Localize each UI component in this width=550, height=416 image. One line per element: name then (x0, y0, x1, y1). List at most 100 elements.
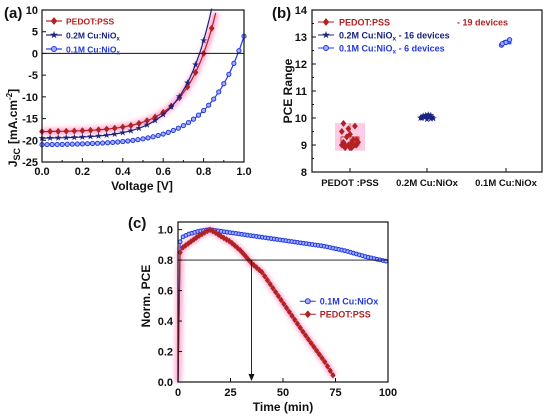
chart-a-xlabel: Voltage [V] (111, 179, 173, 193)
chart-a-point (54, 134, 62, 141)
chart-c-point (311, 343, 317, 351)
chart-a-point (105, 140, 111, 146)
chart-a-point (115, 139, 121, 145)
chart-c-series (177, 226, 389, 383)
chart-a-point (111, 130, 119, 138)
chart-a-point (62, 133, 70, 141)
chart-b-legend-note: - 6 devices (396, 44, 445, 54)
chart-c-point (308, 339, 314, 347)
chart-a-point (200, 36, 208, 44)
chart-b: 8 9 10 11 12 13 14 PEDOT :PSS 0.2M Cu:NiOx 0.1M C… (281, 5, 543, 189)
chart-a-point (145, 135, 151, 141)
chart-b-legend-note: - 16 devices (396, 31, 450, 41)
chart-b-legend: PEDOT:PSS - 19 devices 0.2M Cu:NiOx - 16 d… (318, 18, 508, 56)
chart-c-highlight (174, 225, 337, 383)
chart-b-ytick-label: 8 (301, 167, 307, 179)
chart-a-point (69, 141, 75, 147)
chart-a-ylabel-unit: [mA.cm (6, 100, 20, 144)
chart-a-point (89, 140, 96, 147)
chart-a-point (192, 68, 199, 77)
chart-a-ylabel-close: ] (6, 89, 20, 93)
panel-label-b: (b) (272, 5, 291, 22)
chart-b-point (418, 113, 426, 121)
panel-label-a: (a) (4, 5, 22, 22)
chart-c-point (294, 320, 301, 328)
chart-a-ylabel-sup: -2 (5, 92, 14, 100)
chart-c-point (286, 308, 293, 316)
chart-c-xtick-label: 50 (277, 387, 289, 399)
chart-a-point (211, 96, 217, 102)
chart-a-point (201, 107, 207, 114)
chart-c-xtick-label: 100 (379, 387, 397, 399)
chart-c-ytick-label: 1.0 (158, 225, 173, 237)
chart-b-ytick-label: 9 (301, 140, 307, 152)
chart-a-xtick-label: 0.2 (75, 166, 90, 178)
chart-a-axes: 0.0 0.2 0.4 0.6 0.8 1.0 -25 -20 -15 -10 -5 0 5 10 (22, 5, 252, 178)
chart-c-point (212, 229, 219, 236)
chart-a-point (70, 133, 78, 141)
chart-a-point (160, 131, 166, 137)
chart-b-legend-marker (322, 30, 330, 39)
chart-c-point (264, 276, 271, 284)
chart-c-point (259, 268, 265, 276)
chart-a-ytick-label: -10 (22, 92, 38, 104)
chart-a-point (49, 141, 55, 148)
chart-a-legend-sub: x (117, 37, 121, 43)
chart-c-point (267, 280, 273, 288)
chart-c-legend-label: PEDOT:PSS (320, 310, 371, 320)
chart-b-point (503, 39, 509, 46)
chart-a-xtick-label: 0.8 (196, 166, 211, 178)
chart-c-ytick-label: 0.8 (158, 255, 173, 267)
chart-a-ytick-label: 5 (32, 27, 38, 39)
chart-a: 0.0 0.2 0.4 0.6 0.8 1.0 -25 -20 -15 -10 -5 0 5 10 Vol… (5, 5, 252, 193)
chart-c-ytick-label: 0.4 (158, 316, 174, 328)
chart-b-point (345, 125, 352, 133)
chart-a-legend-marker (51, 46, 57, 52)
chart-a-legend-label: PEDOT:PSS (66, 17, 115, 27)
chart-c-point (275, 292, 282, 300)
chart-a-point (59, 141, 65, 147)
chart-b-point (340, 119, 347, 127)
chart-b-legend-label: 0.1M Cu:NiOx - 6 devices (339, 44, 445, 56)
chart-a-point (226, 71, 232, 77)
chart-c-point (283, 304, 290, 312)
chart-a-legend-label: 0.1M Cu:NiOx (66, 45, 121, 57)
chart-a-point (180, 122, 186, 129)
chart-b-xtick-label: 0.2M Cu:NiOx (396, 178, 458, 189)
chart-c-point (300, 328, 306, 336)
chart-b-series (338, 37, 513, 152)
chart-c-point (234, 244, 241, 252)
chart-a-point (100, 140, 106, 146)
chart-a-point (190, 116, 197, 122)
chart-c-point (245, 256, 252, 263)
chart-a-point (74, 141, 80, 147)
chart-a-point (175, 92, 183, 100)
chart-c-point (292, 316, 298, 324)
chart-c-highlight-band (174, 225, 337, 383)
chart-c-legend-marker (304, 298, 311, 305)
chart-b-ytick-label: 12 (295, 59, 307, 71)
chart-a-point (135, 137, 141, 143)
chart-c-point (272, 288, 279, 296)
chart-a-point (159, 110, 167, 118)
chart-b-point (348, 138, 355, 146)
chart-a-legend-label: 0.2M Cu:NiOx (66, 31, 121, 43)
chart-a-point (140, 136, 146, 142)
chart-a-legend: PEDOT:PSS 0.2M Cu:NiOx 0.1M Cu:NiOx (46, 17, 121, 57)
chart-a-point (170, 127, 176, 134)
chart-a-point (191, 60, 200, 68)
chart-a-point (84, 141, 91, 147)
chart-a-point (185, 119, 192, 126)
chart-a-xtick-label: 0.6 (156, 166, 171, 178)
chart-b-legend-marker (322, 18, 330, 26)
chart-a-point (120, 138, 126, 145)
chart-c-point (330, 371, 336, 379)
chart-c-ytick-label: 0.6 (158, 286, 173, 298)
chart-a-point (183, 79, 191, 86)
chart-b-legend-sub: x (393, 36, 397, 43)
chart-a-point (127, 127, 135, 134)
chart-c-point (316, 350, 323, 358)
chart-c-point (322, 358, 328, 366)
chart-c-point (302, 332, 309, 339)
chart-b-point (351, 122, 358, 130)
